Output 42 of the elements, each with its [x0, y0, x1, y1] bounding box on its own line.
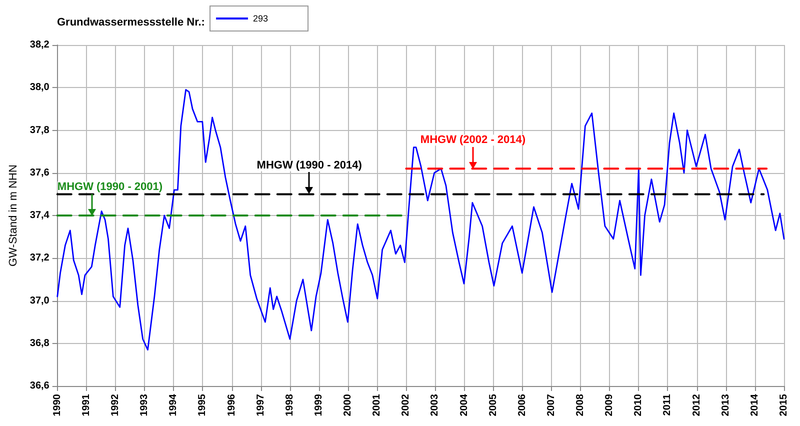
x-tick-label: 2010 [633, 394, 644, 416]
x-tick-label: 2001 [372, 394, 383, 416]
x-tick-label: 1990 [52, 394, 63, 416]
x-tick-label: 2011 [662, 394, 674, 416]
x-tick-label: 2006 [516, 394, 528, 416]
x-tick-label: 2009 [604, 394, 616, 416]
x-tick-label: 2003 [430, 394, 441, 416]
y-axis-title: GW-Stand in m NHN [8, 164, 20, 266]
line-series [56, 89, 785, 350]
x-tick-label: 2002 [400, 394, 412, 416]
y-tick-label: 37,8 [30, 124, 50, 136]
legend-title: Grundwassermessstelle Nr.: [57, 16, 205, 28]
y-tick-label: 38,2 [30, 40, 50, 50]
x-tick-label: 2004 [458, 394, 470, 416]
x-tick-label: 1991 [80, 394, 92, 416]
y-tick-label: 37,0 [30, 295, 50, 306]
y-tick-label: 37,6 [30, 167, 50, 178]
y-tick-label: 37,2 [30, 252, 50, 264]
x-tick-label: 1999 [313, 394, 324, 416]
y-tick-label: 38,0 [30, 82, 50, 94]
x-tick-label: 1992 [110, 394, 121, 416]
annotation: MHGW (1990 - 2001) [57, 181, 163, 193]
x-tick-label: 1996 [226, 394, 238, 416]
y-tick-label: 36,8 [30, 338, 50, 349]
x-tick-label: 1993 [139, 394, 150, 416]
x-tick-label: 2005 [488, 394, 499, 416]
y-tick-label: 37,4 [30, 210, 50, 221]
y-tick-label: 36,6 [30, 380, 50, 392]
x-tick-label: 1998 [284, 394, 296, 416]
x-tick-label: 2008 [575, 394, 586, 416]
annotation: MHGW (1990 - 2014) [256, 160, 362, 172]
x-tick-label: 2012 [691, 394, 702, 416]
x-tick-label: 2007 [546, 394, 557, 416]
x-tick-label: 2000 [342, 394, 354, 416]
annotation: MHGW (2002 - 2014) [420, 134, 526, 146]
legend-label: 293 [253, 14, 268, 24]
x-tick-label: 2015 [778, 394, 790, 416]
x-tick-label: 1997 [255, 394, 266, 416]
x-tick-label: 1995 [197, 394, 208, 416]
x-tick-label: 2013 [720, 394, 732, 416]
x-tick-label: 2014 [749, 394, 760, 416]
x-tick-label: 1994 [168, 394, 180, 416]
